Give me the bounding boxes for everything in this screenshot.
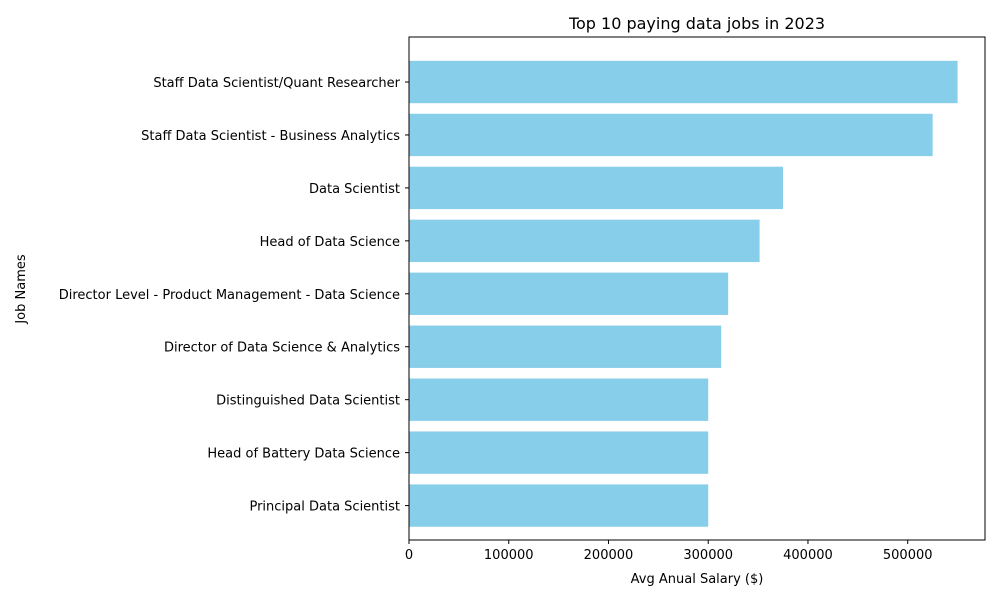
bar	[409, 60, 958, 104]
bar	[409, 113, 933, 157]
y-tick-label: Director Level - Product Management - Da…	[59, 288, 400, 303]
x-tick-label: 400000	[783, 548, 833, 563]
y-axis-label: Job Names	[14, 254, 29, 325]
bars-layer	[409, 60, 958, 527]
bar	[409, 431, 709, 474]
x-tick-label: 100000	[484, 548, 534, 563]
bar	[409, 166, 784, 210]
x-axis-label: Avg Anual Salary ($)	[631, 572, 764, 587]
bar	[409, 272, 729, 315]
bar	[409, 484, 709, 527]
chart-title: Top 10 paying data jobs in 2023	[568, 14, 825, 33]
y-tick-label: Staff Data Scientist/Quant Researcher	[153, 76, 400, 91]
x-tick-label: 300000	[683, 548, 733, 563]
y-tick-label: Distinguished Data Scientist	[216, 394, 400, 409]
bar	[409, 325, 722, 368]
y-tick-label: Head of Battery Data Science	[207, 447, 400, 462]
axes-spines	[408, 36, 986, 541]
y-axis-ticks: Staff Data Scientist/Quant Researcher Sta…	[59, 76, 409, 515]
y-tick-label: Head of Data Science	[260, 235, 400, 250]
x-tick-label: 200000	[584, 548, 634, 563]
bar	[409, 219, 760, 263]
y-tick-label: Director of Data Science & Analytics	[164, 341, 400, 356]
x-axis-ticks: 0 100000 200000 300000 400000 500000	[405, 540, 933, 563]
plot-frame	[408, 36, 986, 541]
y-tick-label: Staff Data Scientist - Business Analytic…	[141, 129, 400, 144]
x-tick-label: 500000	[883, 548, 933, 563]
y-tick-label: Data Scientist	[309, 182, 400, 197]
bar	[409, 378, 709, 421]
x-tick-label: 0	[405, 548, 413, 563]
y-tick-label: Principal Data Scientist	[249, 500, 400, 515]
